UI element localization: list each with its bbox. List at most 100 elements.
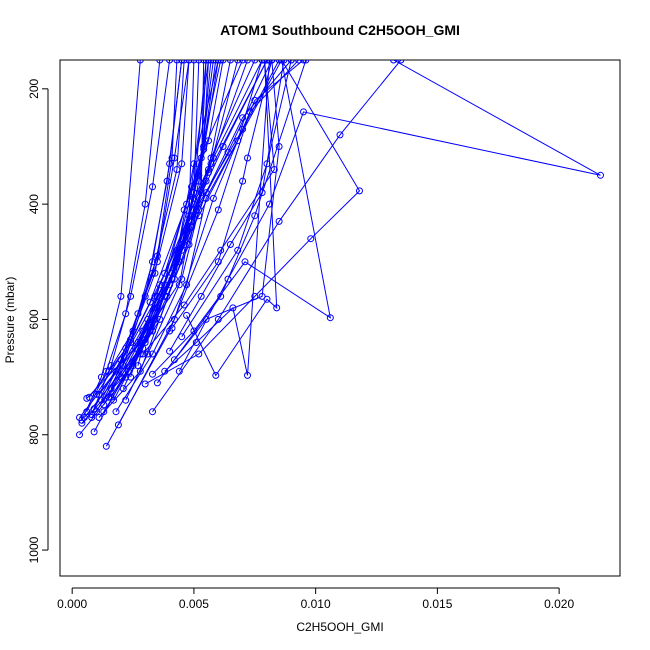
profile-series (141, 60, 363, 388)
x-tick-label: 0.015 (422, 597, 452, 611)
profile-series (183, 60, 281, 379)
data-point (300, 60, 307, 64)
profile-line (81, 60, 141, 421)
y-axis: 200 400 600 800 1000 (27, 78, 49, 563)
data-point (251, 292, 259, 300)
profile-line (103, 60, 183, 406)
data-point (226, 60, 234, 64)
profile-line (100, 60, 224, 401)
data-point (78, 416, 86, 424)
data-point (195, 60, 203, 64)
data-point (134, 339, 142, 346)
profile-line (156, 60, 307, 384)
data-point (119, 362, 127, 370)
data-point (97, 373, 105, 381)
data-point (209, 194, 217, 202)
data-point (105, 367, 113, 375)
data-point (90, 428, 98, 436)
data-point (190, 189, 198, 197)
data-point (149, 183, 156, 191)
data-point (258, 60, 266, 64)
data-point (202, 194, 210, 202)
data-point (178, 160, 186, 168)
data-point (197, 292, 205, 300)
data-point (185, 60, 193, 64)
profile-line (152, 60, 332, 375)
data-point (226, 241, 234, 248)
data-point (239, 60, 247, 64)
data-point (117, 292, 125, 300)
data-point (185, 241, 193, 248)
profile-series (88, 60, 174, 419)
data-point (326, 314, 334, 322)
data-point (166, 347, 174, 355)
data-point (229, 304, 237, 312)
data-point (300, 108, 307, 116)
data-point (76, 431, 83, 439)
data-point (202, 315, 210, 323)
profile-line (125, 60, 219, 401)
data-point (161, 269, 169, 277)
data-point (397, 60, 405, 64)
data-point (136, 60, 144, 64)
data-point (244, 60, 251, 64)
data-point (307, 235, 315, 243)
data-point (151, 292, 159, 300)
data-point (95, 414, 103, 421)
profile-series (78, 60, 144, 424)
data-point (183, 281, 191, 289)
profile-line (144, 60, 361, 385)
data-point (178, 60, 186, 64)
data-point (134, 362, 142, 370)
x-tick-label: 0.005 (179, 597, 209, 611)
data-point (273, 304, 281, 312)
data-point (173, 166, 181, 173)
data-point (139, 327, 147, 335)
profile-line (139, 60, 207, 355)
data-point (107, 393, 115, 401)
data-point (239, 177, 247, 185)
data-point (195, 350, 203, 358)
data-point (295, 60, 303, 64)
y-tick-label: 200 (27, 78, 41, 98)
profile-line (164, 60, 270, 376)
data-point (214, 206, 222, 214)
data-point (149, 408, 156, 416)
data-point (173, 60, 181, 64)
data-point (141, 292, 149, 300)
data-point (88, 411, 96, 419)
data-point (265, 60, 273, 64)
y-tick-label: 800 (27, 424, 41, 444)
profile-line (137, 60, 195, 343)
data-point (214, 258, 222, 266)
data-point (209, 60, 217, 64)
data-point (178, 275, 186, 283)
data-point (234, 246, 242, 254)
chart-title: ATOM1 Southbound C2H5OOH_GMI (220, 22, 460, 38)
data-point (200, 60, 208, 64)
data-point (124, 367, 132, 375)
data-point (239, 114, 247, 122)
data-point (168, 324, 176, 332)
data-point (212, 371, 220, 379)
data-point (141, 380, 149, 388)
data-point (151, 269, 159, 277)
data-point (207, 60, 215, 64)
profile-series (136, 60, 210, 358)
data-point (141, 200, 149, 208)
data-point (219, 60, 227, 64)
data-point (275, 217, 283, 225)
data-point (217, 60, 225, 64)
profile-line (122, 60, 239, 389)
data-point (287, 60, 295, 64)
profile-line (186, 60, 278, 377)
profile-series (139, 60, 208, 352)
profile-line (171, 60, 273, 329)
data-point (205, 168, 212, 176)
data-point (261, 60, 268, 64)
data-point (268, 60, 276, 64)
x-tick-label: 0.020 (544, 597, 574, 611)
data-point (139, 350, 147, 358)
data-point (146, 321, 154, 329)
data-point (205, 60, 212, 64)
